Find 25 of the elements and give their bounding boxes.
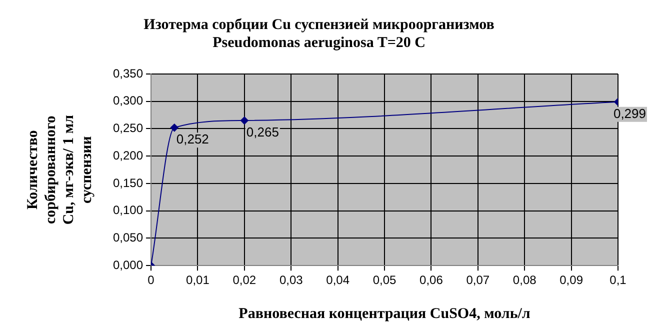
x-tick-label: 0,06 (420, 273, 444, 288)
chart-title: Изотерма сорбции Cu суспензией микроорганизмов Pseudomonas aeruginosa T=20 C (144, 16, 494, 51)
x-tick-label: 0,08 (512, 273, 537, 288)
y-tick-label: 0,050 (113, 230, 144, 245)
x-tick-label: 0 (148, 273, 155, 288)
x-tick-label: 0,09 (560, 273, 584, 288)
x-tick-label: 0,04 (326, 273, 350, 288)
data-label: 0,299 (613, 106, 646, 121)
y-tick-label: 0,150 (113, 176, 144, 190)
y-tick-label: 0,250 (113, 121, 144, 136)
x-tick-label: 0,05 (372, 273, 397, 288)
y-tick-label: 0,100 (113, 203, 144, 218)
y-tick-label: 0,350 (113, 66, 144, 80)
data-label: 0,252 (176, 132, 209, 147)
y-axis-title: Количество сорбированного Cu, мг-экв/ 1 мл суспензии (24, 114, 95, 225)
y-tick-label: 0,300 (113, 94, 144, 108)
x-tick-label: 0,03 (279, 273, 304, 288)
x-axis-title: Равновесная концентрация CuSO4, моль/л (238, 306, 531, 322)
x-tick-label: 0,02 (232, 273, 256, 288)
y-tick-label: 0,200 (113, 148, 144, 162)
x-tick-label: 0,01 (186, 273, 210, 288)
x-tick-label: 0,07 (466, 273, 490, 288)
data-label: 0,265 (246, 124, 279, 140)
y-tick-label: 0,000 (113, 258, 144, 272)
x-tick-label: 0,1 (610, 273, 627, 288)
